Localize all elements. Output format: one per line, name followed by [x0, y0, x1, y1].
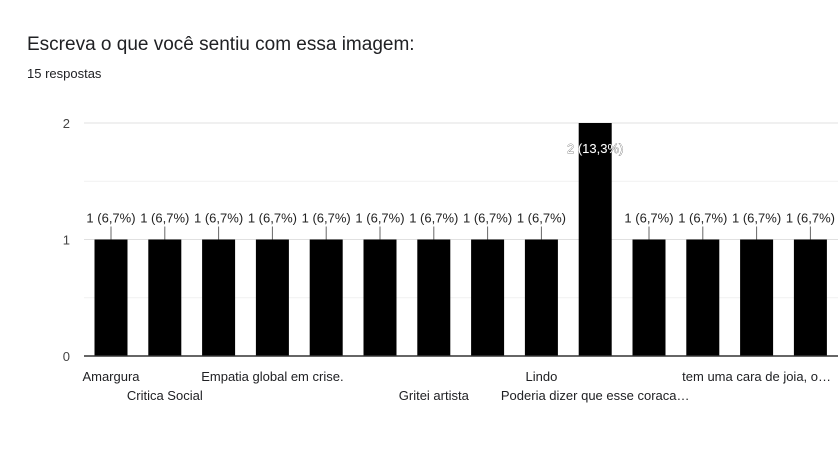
- x-tick-label: Gritei artista: [399, 388, 470, 403]
- data-label: 1 (6,7%): [355, 211, 404, 226]
- data-label: 1 (6,7%): [786, 211, 835, 226]
- bar: [148, 239, 182, 356]
- y-tick-label: 0: [63, 349, 70, 364]
- y-tick-label: 1: [63, 233, 70, 248]
- data-label: 1 (6,7%): [517, 211, 566, 226]
- data-label: 1 (6,7%): [140, 211, 189, 226]
- bar: [686, 239, 720, 356]
- x-tick-label: Poderia dizer que esse coraca…: [501, 388, 690, 403]
- x-tick-label: tem uma cara de joia, o…: [682, 369, 831, 384]
- bar: [740, 239, 774, 356]
- data-label: 1 (6,7%): [624, 211, 673, 226]
- response-count: 15 respostas: [27, 66, 102, 81]
- bar: [309, 239, 343, 356]
- data-label: 1 (6,7%): [86, 211, 135, 226]
- data-label: 1 (6,7%): [732, 211, 781, 226]
- data-label: 2 (13,3%): [567, 141, 623, 156]
- bar: [94, 239, 128, 356]
- x-tick-label: Empatia global em crise.: [201, 369, 343, 384]
- bar: [471, 239, 505, 356]
- x-tick-label: Critica Social: [127, 388, 203, 403]
- data-label: 1 (6,7%): [463, 211, 512, 226]
- bar: [578, 123, 612, 356]
- chart-title: Escreva o que você sentiu com essa image…: [27, 34, 415, 55]
- bar: [793, 239, 827, 356]
- bar: [255, 239, 289, 356]
- bar: [202, 239, 236, 356]
- bar: [524, 239, 558, 356]
- data-label: 1 (6,7%): [409, 211, 458, 226]
- bar: [417, 239, 451, 356]
- data-label: 1 (6,7%): [194, 211, 243, 226]
- data-label: 1 (6,7%): [248, 211, 297, 226]
- data-label: 1 (6,7%): [302, 211, 351, 226]
- y-tick-label: 2: [63, 116, 70, 131]
- bar: [632, 239, 666, 356]
- bar: [363, 239, 397, 356]
- x-tick-label: Lindo: [525, 369, 557, 384]
- data-label: 1 (6,7%): [678, 211, 727, 226]
- x-tick-label: Amargura: [82, 369, 140, 384]
